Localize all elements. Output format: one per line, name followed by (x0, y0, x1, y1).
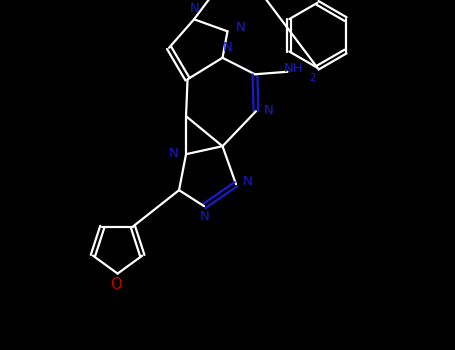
Text: NH: NH (283, 62, 303, 75)
Text: N: N (169, 147, 178, 160)
Text: 2: 2 (309, 73, 315, 83)
Text: N: N (243, 175, 253, 188)
Text: N: N (200, 210, 210, 223)
Text: N: N (236, 21, 245, 34)
Text: N: N (190, 2, 200, 15)
Text: N: N (264, 104, 274, 117)
Text: O: O (110, 276, 121, 292)
Text: N: N (222, 41, 233, 54)
